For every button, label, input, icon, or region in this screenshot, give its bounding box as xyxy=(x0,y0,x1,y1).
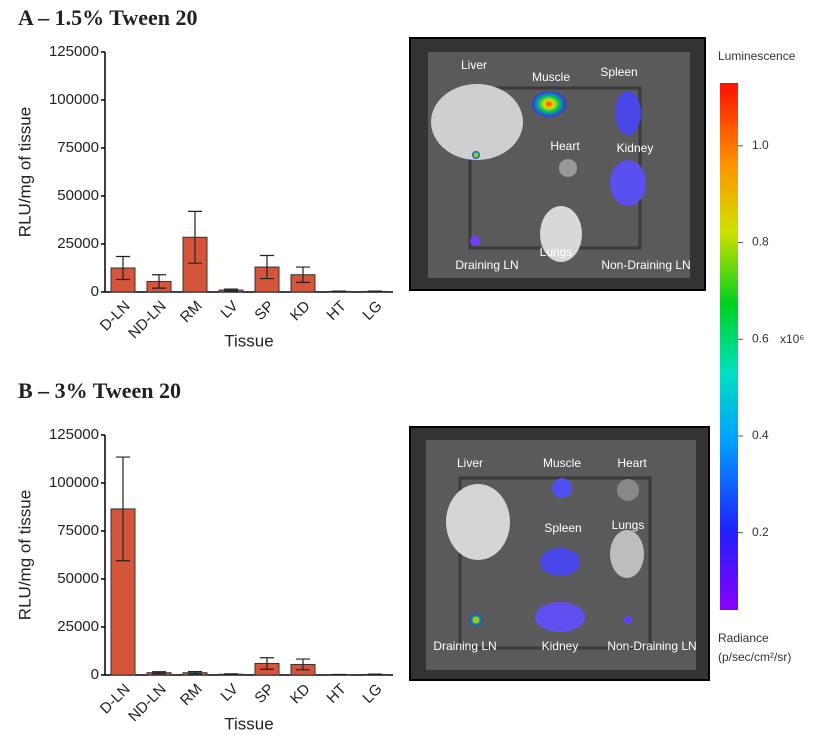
x-tick-label: RM xyxy=(177,681,206,710)
image-label: Lungs xyxy=(540,245,573,259)
error-bar xyxy=(188,210,202,264)
error-bar xyxy=(260,657,274,670)
x-tick-label: ND-LN xyxy=(125,681,169,725)
x-axis-label: Tissue xyxy=(224,714,273,733)
x-tick-label: SP xyxy=(251,298,277,324)
y-tick-label: 125000 xyxy=(49,43,99,60)
image-label: Muscle xyxy=(532,70,570,84)
colorbar-tick-label: 0.4 xyxy=(752,428,769,442)
colorbar xyxy=(720,83,738,610)
error-bar xyxy=(296,658,310,671)
colorbar-tick-label: 0.8 xyxy=(752,235,769,249)
x-tick-label: HT xyxy=(323,681,349,707)
image-label: Liver xyxy=(457,456,483,470)
bar xyxy=(254,266,280,293)
error-bar xyxy=(224,673,238,676)
error-bar xyxy=(152,274,166,289)
error-bar xyxy=(260,254,274,280)
error-bar xyxy=(368,290,382,293)
error-bar xyxy=(368,673,382,676)
y-tick-label: 0 xyxy=(91,283,99,300)
colorbar-multiplier: x10⁶ xyxy=(780,332,804,346)
image-b xyxy=(409,426,710,681)
image-label: Spleen xyxy=(544,521,581,535)
error-bar xyxy=(224,288,238,292)
x-tick-label: LV xyxy=(217,681,241,705)
error-bar xyxy=(188,670,202,675)
y-tick-label: 50000 xyxy=(57,570,99,587)
x-tick-label: LG xyxy=(359,298,385,324)
error-bar xyxy=(116,255,130,281)
image-label: Kidney xyxy=(617,141,654,155)
colorbar-unit: (p/sec/cm²/sr) xyxy=(718,650,791,664)
x-tick-label: HT xyxy=(323,298,349,324)
colorbar-tick-label: 1.0 xyxy=(752,138,769,152)
error-bar xyxy=(296,266,310,283)
image-label: Liver xyxy=(461,58,487,72)
error-bar xyxy=(116,456,130,562)
image-label: Draining LN xyxy=(433,639,496,653)
x-tick-label: ND-LN xyxy=(125,298,169,342)
colorbar-tick-label: 0.6 xyxy=(752,331,769,345)
x-tick-label: LV xyxy=(217,298,241,322)
y-axis-label: RLU/mg of tissue xyxy=(15,107,34,237)
y-tick-label: 100000 xyxy=(49,91,99,108)
image-label: Non-Draining LN xyxy=(607,639,696,653)
image-label: Muscle xyxy=(543,456,581,470)
y-tick-label: 25000 xyxy=(57,235,99,252)
x-tick-label: KD xyxy=(287,681,314,708)
colorbar-title: Luminescence xyxy=(718,49,796,63)
y-tick-label: 100000 xyxy=(49,474,99,491)
y-tick-label: 25000 xyxy=(57,618,99,635)
y-tick-label: 75000 xyxy=(57,139,99,156)
error-bar xyxy=(332,290,346,293)
x-tick-label: LG xyxy=(359,681,385,707)
x-axis-label: Tissue xyxy=(224,331,273,350)
x-tick-label: SP xyxy=(251,681,277,707)
colorbar-tick-label: 0.2 xyxy=(752,525,769,539)
y-tick-label: 125000 xyxy=(49,426,99,443)
image-label: Kidney xyxy=(542,639,579,653)
error-bar xyxy=(152,671,166,675)
image-label: Lungs xyxy=(612,518,645,532)
y-tick-label: 75000 xyxy=(57,522,99,539)
image-label: Heart xyxy=(617,456,647,470)
image-label: Draining LN xyxy=(455,258,518,272)
x-tick-label: RM xyxy=(177,298,206,327)
image-a xyxy=(409,37,706,291)
image-label: Heart xyxy=(550,139,580,153)
chart-title: B – 3% Tween 20 xyxy=(18,378,181,403)
y-tick-label: 0 xyxy=(91,666,99,683)
x-tick-label: KD xyxy=(287,298,314,325)
y-tick-label: 50000 xyxy=(57,187,99,204)
y-axis-label: RLU/mg of tissue xyxy=(15,490,34,620)
colorbar-unit-name: Radiance xyxy=(718,631,769,645)
image-label: Non-Draining LN xyxy=(601,258,690,272)
image-label: Spleen xyxy=(600,65,637,79)
chart-title: A – 1.5% Tween 20 xyxy=(18,5,197,30)
